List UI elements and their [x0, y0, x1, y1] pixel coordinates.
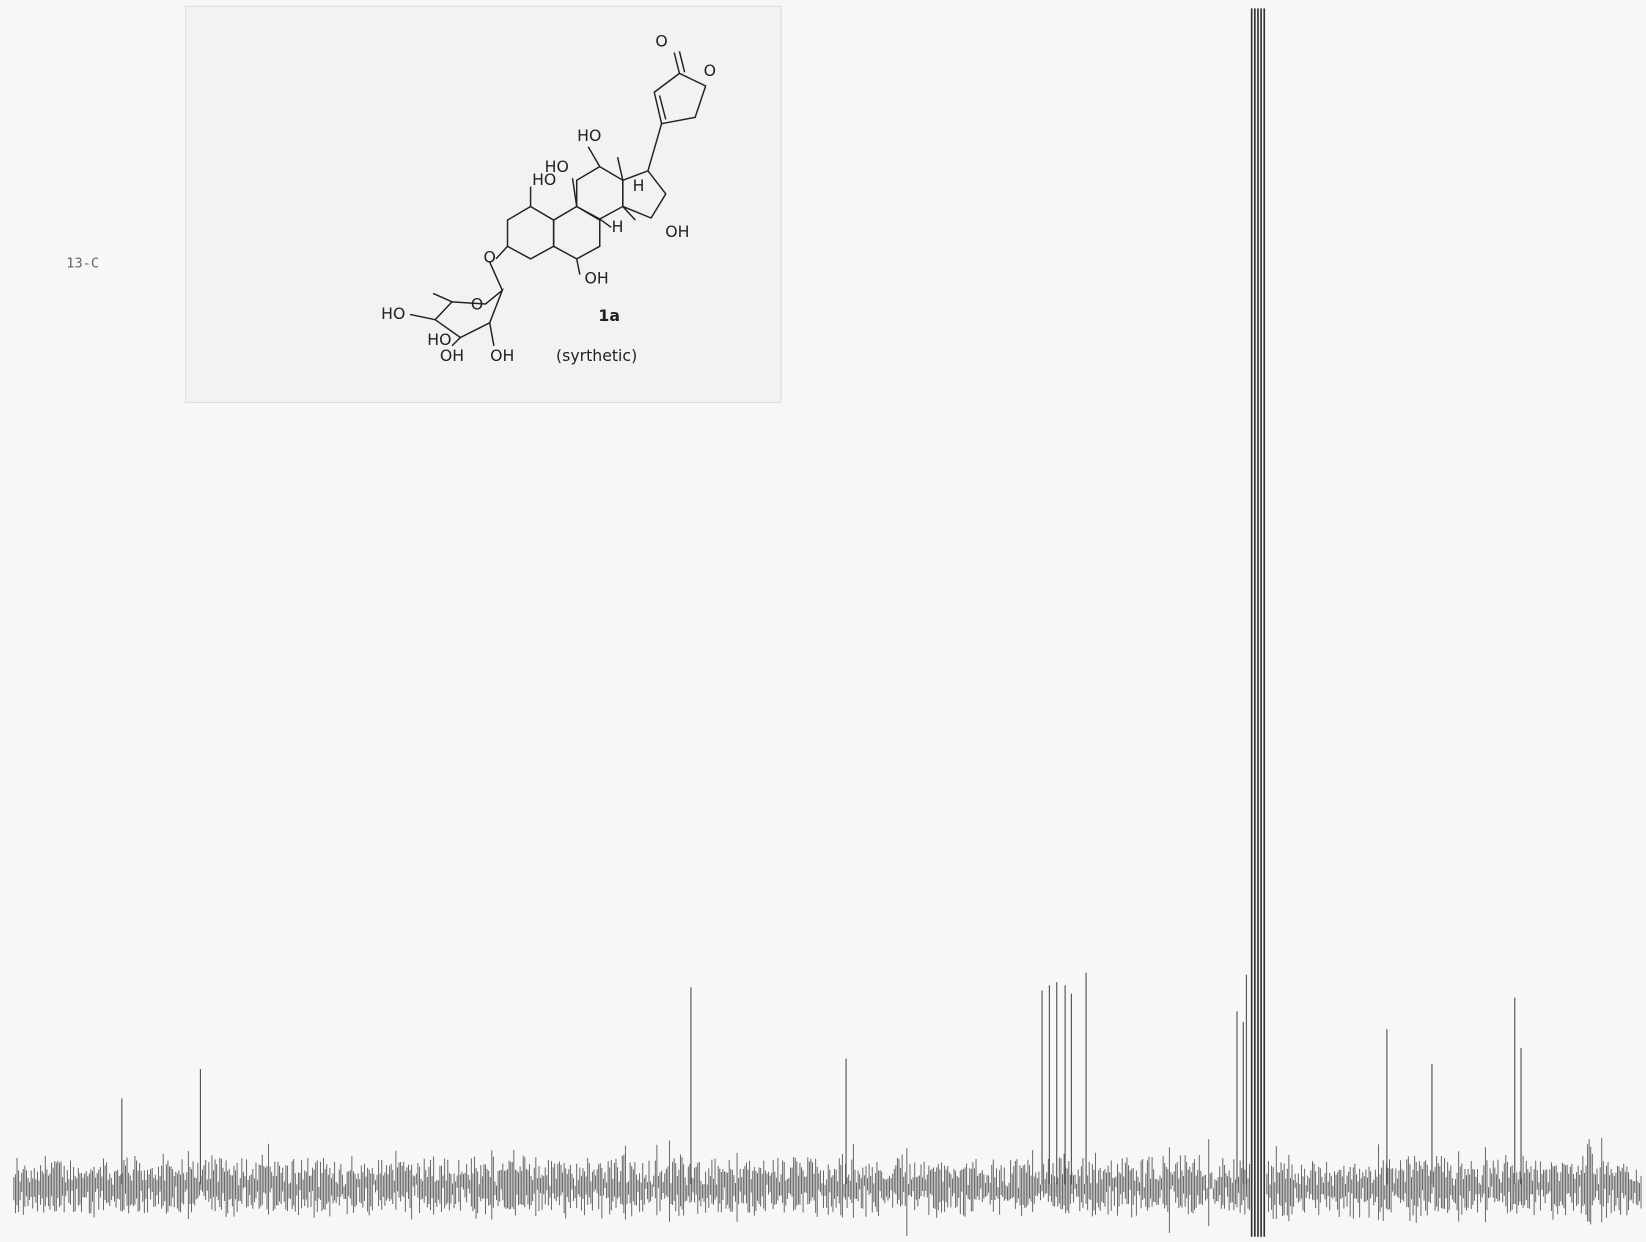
- compound-note: (syrthetic): [556, 346, 637, 365]
- atom: OH: [490, 346, 514, 365]
- atom: H: [612, 217, 624, 236]
- atom: HO: [577, 126, 601, 145]
- atom: OH: [440, 346, 464, 365]
- structure-inset: [186, 6, 781, 402]
- atom: O: [484, 247, 496, 266]
- atom: OH: [665, 222, 689, 241]
- page: {"label": "13-C", "compound": {"id": "1a…: [0, 0, 1646, 1242]
- atom: O: [655, 31, 667, 50]
- atom: HO: [532, 170, 556, 189]
- atom: HO: [381, 304, 405, 323]
- scan: 13-C O O HO HO HO H: [0, 0, 1646, 1242]
- atom: O: [471, 294, 483, 313]
- atom: OH: [585, 268, 609, 287]
- atom: O: [704, 61, 716, 80]
- atom: H: [633, 176, 645, 195]
- spectrum-label: 13-C: [66, 255, 99, 271]
- compound-id: 1a: [598, 306, 620, 325]
